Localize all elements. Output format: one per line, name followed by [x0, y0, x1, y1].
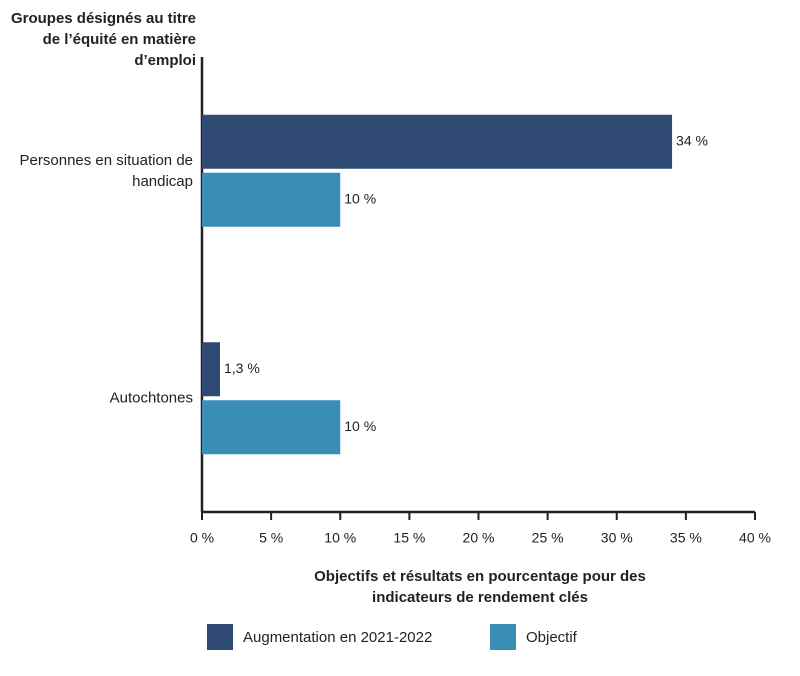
data-label: 1,3 %: [224, 360, 260, 376]
data-label: 34 %: [676, 132, 708, 148]
x-tick-label: 35 %: [670, 530, 702, 546]
x-tick-label: 30 %: [601, 530, 633, 546]
bar: [202, 172, 341, 227]
legend-label: Objectif: [526, 629, 578, 646]
data-label: 10 %: [344, 418, 376, 434]
x-axis-title: Objectifs et résultats en pourcentage po…: [314, 568, 646, 606]
legend-label: Augmentation en 2021-2022: [243, 629, 432, 646]
x-tick-label: 10 %: [324, 530, 356, 546]
y-axis-title: Groupes désignés au titre de l’équité en…: [10, 10, 196, 69]
bar: [202, 342, 220, 397]
bar: [202, 400, 341, 455]
legend-swatch: [207, 624, 233, 650]
x-tick-label: 15 %: [393, 530, 425, 546]
x-tick-label: 25 %: [532, 530, 564, 546]
legend-swatch: [490, 624, 516, 650]
x-tick-label: 40 %: [739, 530, 771, 546]
y-tick-label: Autochtones: [109, 389, 193, 407]
x-tick-label: 20 %: [463, 530, 495, 546]
data-label: 10 %: [344, 190, 376, 206]
x-tick-label: 0 %: [190, 530, 214, 546]
bar: [202, 114, 673, 169]
y-tick-label: Personnes en situation de handicap: [19, 151, 193, 190]
x-tick-label: 5 %: [259, 530, 283, 546]
